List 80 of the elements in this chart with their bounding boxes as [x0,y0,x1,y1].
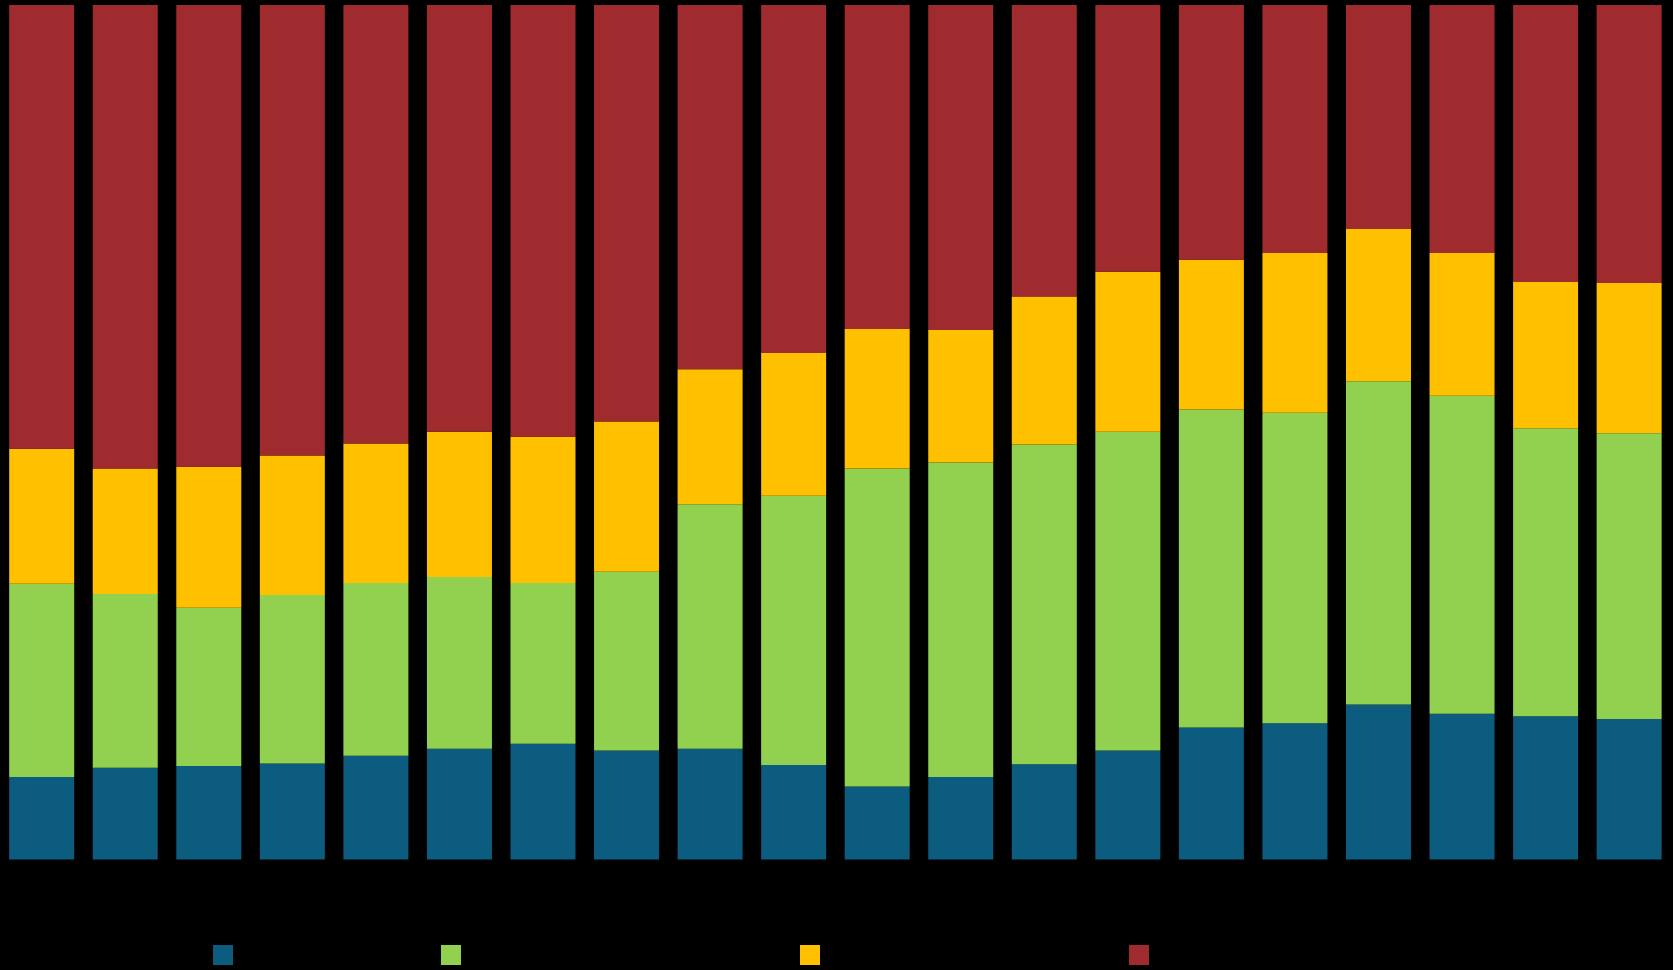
bar [1262,252,1328,413]
bar [510,5,576,437]
bar [594,750,660,860]
bar [1513,5,1579,283]
bar [1596,718,1662,860]
bar [1429,395,1495,714]
bar [259,5,325,456]
bar [510,743,576,860]
bar [259,763,325,860]
bar [259,594,325,764]
bar [1011,764,1077,860]
bar [1596,433,1662,719]
bar [1513,282,1579,429]
bar [928,329,994,463]
bar [426,5,492,432]
bar [426,577,492,749]
bar [844,329,910,469]
bar [677,748,743,860]
bar [1429,252,1495,396]
bar [1178,259,1244,410]
bar [343,5,409,444]
bar [176,765,242,860]
bar [1011,5,1077,297]
bar [928,777,994,860]
bar [176,466,242,608]
bar [594,5,660,422]
bar [1011,296,1077,445]
bar [1345,5,1411,230]
bar [1345,704,1411,860]
bar [92,5,158,469]
bar [1095,431,1161,751]
bar [343,443,409,583]
bar [1596,282,1662,434]
bar [761,495,827,766]
bar [1262,412,1328,724]
bar [1095,271,1161,432]
bar [677,5,743,370]
bar [844,468,910,787]
bar [1178,727,1244,860]
bar [1178,409,1244,728]
bar [92,767,158,860]
bar [9,583,75,778]
bar [176,5,242,467]
bar [1011,444,1077,765]
bar [1429,713,1495,860]
bar [761,5,827,353]
bar [9,777,75,860]
bar [761,352,827,496]
bar [1513,716,1579,860]
bar [844,786,910,860]
bar [1095,5,1161,272]
bar [92,594,158,768]
bar [1513,428,1579,717]
bar [176,607,242,766]
bar [426,748,492,860]
bar [1095,750,1161,860]
bar [259,455,325,595]
bar [1262,723,1328,860]
bar [594,571,660,751]
bar [677,369,743,505]
bar [677,504,743,749]
bar [1429,5,1495,253]
bar [9,448,75,584]
bar [343,755,409,860]
bar [928,5,994,330]
bar [594,421,660,572]
bar [343,582,409,756]
bar [1345,381,1411,705]
bar [426,431,492,577]
bar [1596,5,1662,283]
bar [928,462,994,778]
bar [510,436,576,583]
bar [9,5,75,449]
bar [844,5,910,330]
bar [761,765,827,860]
bar [510,582,576,744]
bar [1345,229,1411,382]
bar [1178,5,1244,260]
bar [92,468,158,595]
bar [1262,5,1328,253]
